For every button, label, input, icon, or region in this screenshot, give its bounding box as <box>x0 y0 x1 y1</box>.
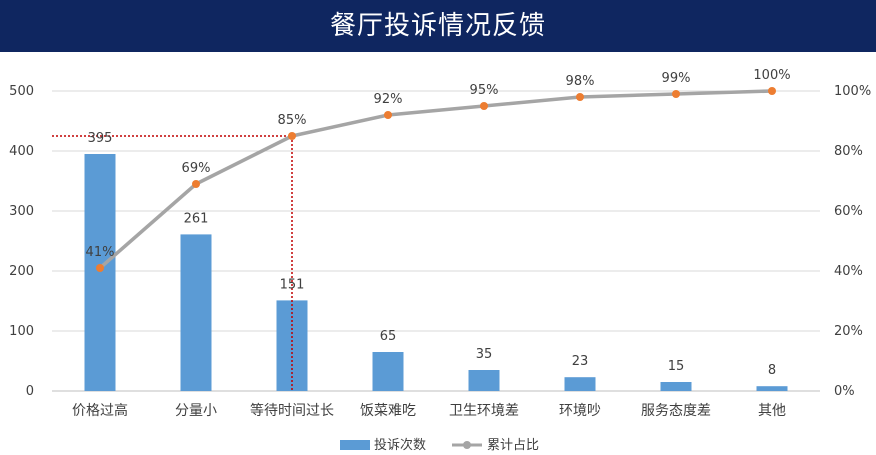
y-left-tick-label: 400 <box>9 144 34 159</box>
cumulative-point <box>768 87 776 95</box>
x-tick-label: 等待时间过长 <box>250 402 334 419</box>
legend-bar-label: 投诉次数 <box>374 437 426 453</box>
cumulative-value-label: 99% <box>662 71 691 86</box>
cumulative-point <box>288 132 296 140</box>
cumulative-value-label: 92% <box>374 92 403 107</box>
cumulative-point <box>576 93 584 101</box>
bar-value-label: 395 <box>88 131 113 146</box>
bar-value-label: 261 <box>184 211 209 226</box>
y-right-tick-label: 20% <box>834 324 863 339</box>
cumulative-value-label: 85% <box>278 113 307 128</box>
bar-value-label: 8 <box>768 363 776 378</box>
legend-line-label: 累计占比 <box>487 438 539 453</box>
cumulative-line <box>98 89 774 270</box>
legend-bar-swatch <box>340 440 370 450</box>
y-right-tick-label: 60% <box>834 204 863 219</box>
y-right-tick-label: 100% <box>834 84 871 99</box>
bar <box>756 386 788 391</box>
y-left-tick-label: 200 <box>9 264 34 279</box>
y-left-tick-label: 100 <box>9 324 34 339</box>
bar <box>180 234 212 391</box>
x-tick-label: 分量小 <box>175 403 217 419</box>
legend-line-marker <box>463 441 471 449</box>
chart-title: 餐厅投诉情况反馈 <box>329 11 546 41</box>
bar <box>564 377 596 391</box>
bar-value-label: 35 <box>476 347 493 362</box>
cumulative-value-label: 41% <box>86 245 115 260</box>
bar-value-label: 151 <box>280 277 305 292</box>
cumulative-value-label: 69% <box>182 161 211 176</box>
bar <box>468 370 500 391</box>
y-left-tick-label: 0 <box>26 384 34 399</box>
bar-value-label: 15 <box>668 359 685 374</box>
bar <box>660 382 692 391</box>
y-left-tick-label: 500 <box>9 84 34 99</box>
bar-value-label: 65 <box>380 329 397 344</box>
x-tick-label: 其他 <box>758 403 786 419</box>
cumulative-point <box>480 102 488 110</box>
cumulative-value-label: 95% <box>470 83 499 98</box>
title-bar: 餐厅投诉情况反馈 <box>0 0 876 52</box>
cumulative-point <box>672 90 680 98</box>
cumulative-value-label: 98% <box>566 74 595 89</box>
cumulative-point <box>384 111 392 119</box>
cumulative-point <box>192 180 200 188</box>
y-left-tick-label: 300 <box>9 204 34 219</box>
cumulative-point <box>96 264 104 272</box>
cumulative-value-label: 100% <box>753 68 790 83</box>
x-tick-label: 卫生环境差 <box>449 403 519 419</box>
bar <box>84 154 116 391</box>
x-tick-label: 服务态度差 <box>641 403 711 419</box>
y-right-tick-label: 40% <box>834 264 863 279</box>
bar <box>372 352 404 391</box>
bar-value-label: 23 <box>572 354 589 369</box>
x-tick-label: 环境吵 <box>559 403 601 419</box>
x-tick-label: 价格过高 <box>72 402 128 419</box>
x-tick-label: 饭菜难吃 <box>360 403 416 419</box>
y-right-tick-label: 0% <box>834 384 855 399</box>
y-right-tick-label: 80% <box>834 144 863 159</box>
